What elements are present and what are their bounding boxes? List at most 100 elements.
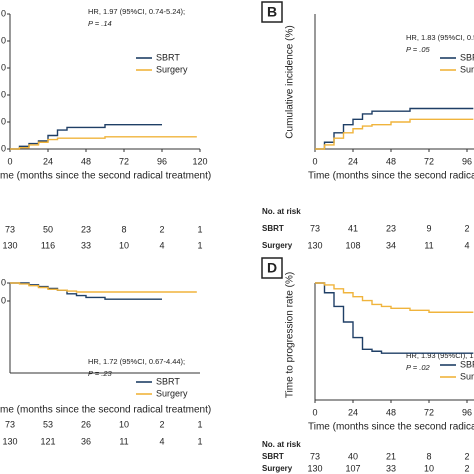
risk-count: 53 — [43, 419, 53, 429]
y-axis-label: Cumulative incidence (%) — [285, 25, 296, 138]
risk-count: 2 — [464, 451, 469, 461]
risk-count: 1 — [197, 240, 202, 250]
km-curve — [315, 282, 474, 313]
x-tick-label: 72 — [119, 156, 129, 166]
x-tick-label: 0 — [312, 156, 317, 166]
y-tick-label: 0 — [1, 295, 6, 305]
legend-label: Surgery — [156, 64, 188, 74]
y-axis-label: Time to progression rate (%) — [285, 272, 296, 398]
risk-row-name: SBRT — [262, 224, 284, 233]
risk-count: 33 — [81, 240, 91, 250]
risk-count: 130 — [2, 240, 17, 250]
risk-count: 23 — [81, 224, 91, 234]
y-tick-label: 0 — [1, 62, 6, 72]
legend-label: SBRT — [460, 52, 474, 62]
x-tick-label: 48 — [386, 407, 396, 417]
risk-row-name: Surgery — [262, 241, 293, 250]
risk-count: 4 — [464, 240, 469, 250]
annotation: HR, 1.93 (95%CI), 1. — [406, 351, 474, 360]
risk-count: 10 — [119, 419, 129, 429]
risk-count: 2 — [464, 463, 469, 473]
km-curve — [10, 136, 197, 150]
risk-count: 11 — [119, 436, 128, 446]
risk-count: 26 — [81, 419, 91, 429]
risk-count: 10 — [119, 240, 129, 250]
x-tick-label: 24 — [348, 407, 358, 417]
risk-count: 34 — [386, 240, 396, 250]
x-axis-label: Time (months since the second radical — [308, 422, 474, 433]
risk-count: 73 — [5, 224, 15, 234]
x-tick-label: 96 — [462, 156, 472, 166]
risk-count: 23 — [386, 223, 396, 233]
risk-count: 11 — [424, 240, 433, 250]
panel-box — [261, 1, 283, 23]
x-tick-label: 48 — [386, 156, 396, 166]
risk-count: 8 — [426, 451, 431, 461]
risk-count: 10 — [424, 463, 434, 473]
risk-count: 8 — [121, 224, 126, 234]
risk-count: 40 — [348, 451, 358, 461]
risk-title: No. at risk — [262, 207, 301, 216]
annotation: P = .23 — [88, 369, 113, 378]
y-tick-label: 0 — [1, 116, 6, 126]
risk-count: 1 — [197, 224, 202, 234]
x-axis-label: Time (months since the second radical — [308, 171, 474, 182]
legend-label: Surgery — [460, 371, 474, 381]
x-tick-label: 120 — [192, 156, 207, 166]
risk-count: 130 — [2, 436, 17, 446]
x-tick-label: 0 — [7, 156, 12, 166]
y-tick-label: 0 — [1, 89, 6, 99]
risk-count: 130 — [307, 240, 322, 250]
y-tick-label: 0 — [1, 8, 6, 18]
risk-count: 116 — [41, 240, 55, 250]
risk-count: 21 — [386, 451, 396, 461]
annotation: P = .05 — [406, 45, 431, 54]
risk-count: 73 — [310, 223, 320, 233]
risk-count: 1 — [197, 419, 202, 429]
risk-row-name: SBRT — [262, 452, 284, 461]
risk-count: 9 — [426, 223, 431, 233]
x-tick-label: 48 — [81, 156, 91, 166]
annotation: HR, 1.72 (95%CI, 0.67-4.44); — [88, 357, 185, 366]
risk-count: 73 — [310, 451, 320, 461]
x-tick-label: 72 — [424, 156, 434, 166]
km-curve — [315, 282, 474, 354]
risk-count: 1 — [197, 436, 202, 446]
risk-count: 36 — [81, 436, 91, 446]
risk-count: 2 — [159, 224, 164, 234]
risk-title: No. at risk — [262, 440, 301, 449]
km-curve — [315, 107, 474, 150]
risk-count: 130 — [307, 463, 322, 473]
legend-label: SBRT — [460, 359, 474, 369]
legend-label: SBRT — [156, 52, 180, 62]
panel-label: B — [267, 4, 277, 20]
risk-count: 4 — [159, 240, 164, 250]
risk-count: 41 — [348, 223, 358, 233]
risk-count: 2 — [159, 419, 164, 429]
legend-label: SBRT — [156, 376, 180, 386]
x-axis-label: me (months since the second radical trea… — [0, 405, 211, 416]
legend-label: Surgery — [460, 64, 474, 74]
risk-count: 73 — [5, 419, 15, 429]
risk-count: 2 — [464, 223, 469, 233]
x-tick-label: 96 — [157, 156, 167, 166]
x-tick-label: 24 — [348, 156, 358, 166]
annotation: HR, 1.83 (95%CI, 0.5 — [406, 33, 474, 42]
annotation: P = .14 — [88, 19, 112, 28]
x-axis-label: me (months since the second radical trea… — [0, 171, 211, 182]
annotation: HR, 1.97 (95%CI, 0.74-5.24); — [88, 7, 185, 16]
km-curve — [315, 118, 474, 150]
legend-label: Surgery — [156, 388, 188, 398]
panel-label: D — [267, 260, 277, 276]
x-tick-label: 72 — [424, 407, 434, 417]
x-tick-label: 0 — [312, 407, 317, 417]
y-tick-label: 0 — [1, 277, 6, 287]
y-tick-label: 0 — [1, 143, 6, 153]
risk-count: 4 — [159, 436, 164, 446]
risk-count: 107 — [345, 463, 360, 473]
risk-count: 108 — [345, 240, 360, 250]
km-curve — [10, 282, 197, 293]
risk-count: 121 — [40, 436, 55, 446]
y-tick-label: 0 — [1, 35, 6, 45]
